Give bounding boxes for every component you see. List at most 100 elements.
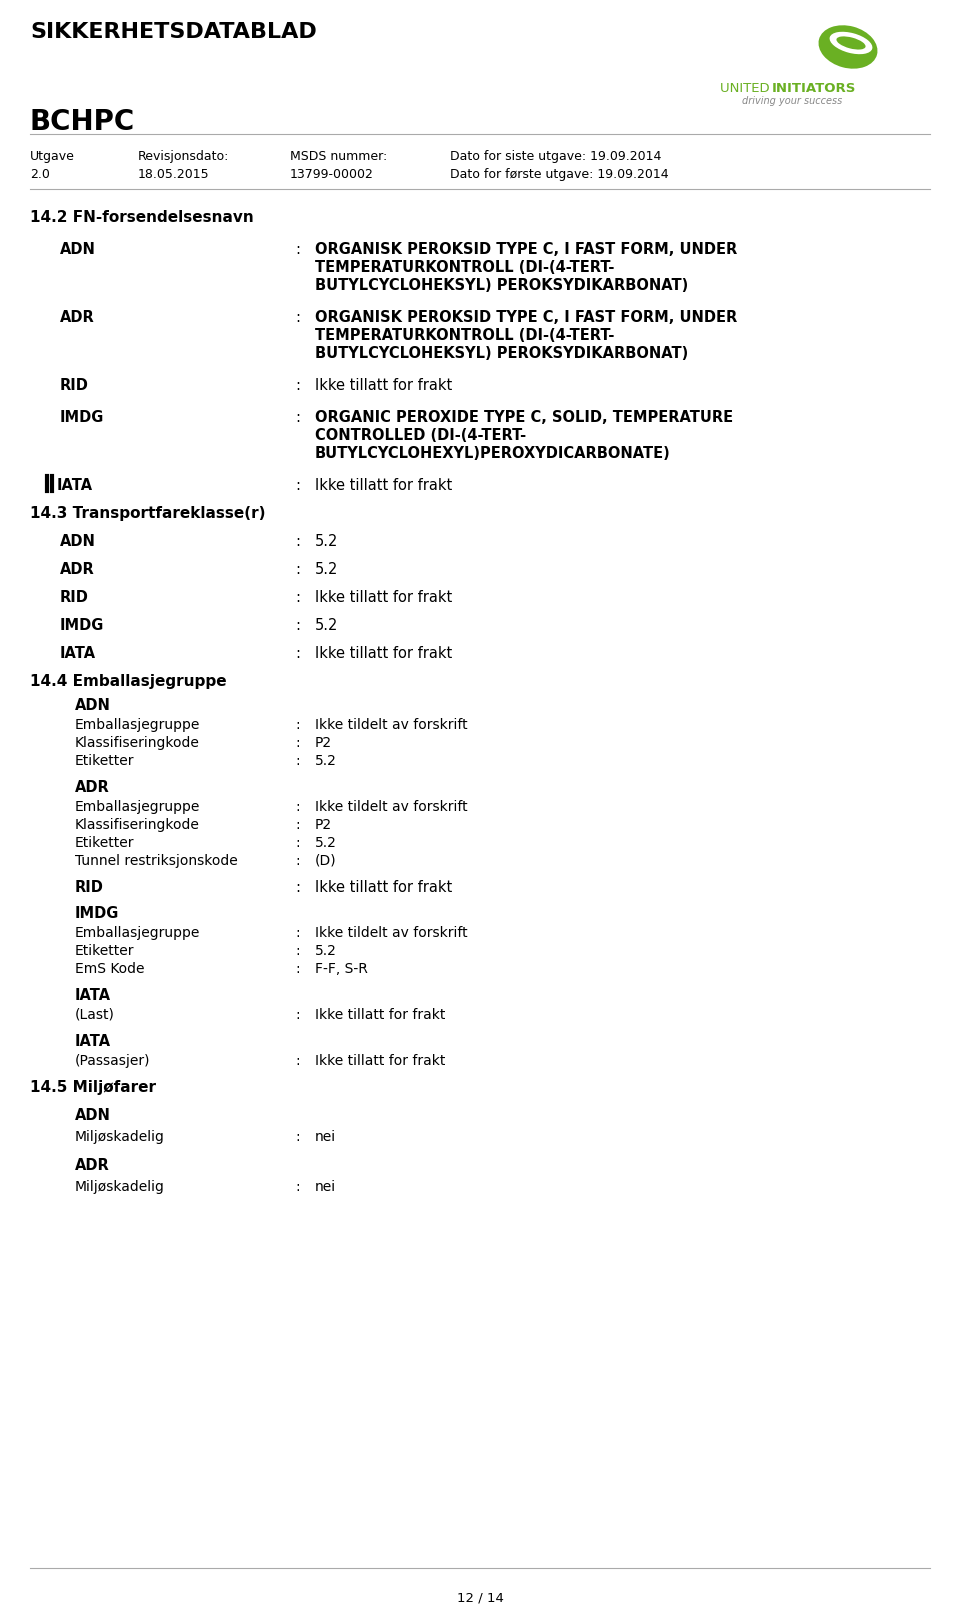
Text: BUTYLCYCLOHEKSYL) PEROKSYDIKARBONAT): BUTYLCYCLOHEKSYL) PEROKSYDIKARBONAT): [315, 346, 688, 360]
Text: IATA: IATA: [75, 1033, 111, 1048]
Text: :: :: [295, 1008, 300, 1020]
Text: 5.2: 5.2: [315, 617, 338, 632]
Text: :: :: [295, 241, 300, 257]
Text: 14.5 Miljøfarer: 14.5 Miljøfarer: [30, 1078, 156, 1094]
Ellipse shape: [829, 32, 873, 55]
Text: P2: P2: [315, 816, 332, 831]
Text: Ikke tillatt for frakt: Ikke tillatt for frakt: [315, 590, 452, 604]
Text: Emballasjegruppe: Emballasjegruppe: [75, 717, 201, 731]
Text: Utgave: Utgave: [30, 149, 75, 162]
Text: 14.3 Transportfareklasse(r): 14.3 Transportfareklasse(r): [30, 506, 266, 521]
Text: :: :: [295, 617, 300, 632]
Text: nei: nei: [315, 1128, 336, 1143]
Text: ADR: ADR: [75, 1157, 109, 1172]
Text: RID: RID: [60, 590, 89, 604]
Text: nei: nei: [315, 1180, 336, 1192]
Text: (Passasjer): (Passasjer): [75, 1053, 151, 1067]
Text: :: :: [295, 561, 300, 577]
Text: Revisjonsdato:: Revisjonsdato:: [138, 149, 229, 162]
Text: IMDG: IMDG: [75, 905, 119, 921]
Text: :: :: [295, 477, 300, 492]
Text: driving your success: driving your success: [742, 96, 842, 106]
Text: ADR: ADR: [75, 779, 109, 794]
Text: :: :: [295, 799, 300, 813]
Text: 5.2: 5.2: [315, 943, 337, 958]
Text: 5.2: 5.2: [315, 836, 337, 848]
Text: Ikke tildelt av forskrift: Ikke tildelt av forskrift: [315, 799, 468, 813]
Text: :: :: [295, 879, 300, 893]
Text: Ikke tillatt for frakt: Ikke tillatt for frakt: [315, 879, 452, 893]
Text: Emballasjegruppe: Emballasjegruppe: [75, 799, 201, 813]
Text: Miljøskadelig: Miljøskadelig: [75, 1128, 165, 1143]
Text: :: :: [295, 853, 300, 868]
Text: EmS Kode: EmS Kode: [75, 961, 145, 975]
Text: IATA: IATA: [60, 646, 96, 660]
Text: (Last): (Last): [75, 1008, 115, 1020]
Text: Emballasjegruppe: Emballasjegruppe: [75, 926, 201, 938]
Text: ADR: ADR: [60, 561, 95, 577]
Text: Klassifiseringkode: Klassifiseringkode: [75, 816, 200, 831]
Text: 5.2: 5.2: [315, 534, 338, 548]
Text: :: :: [295, 836, 300, 848]
Text: Tunnel restriksjonskode: Tunnel restriksjonskode: [75, 853, 238, 868]
Text: :: :: [295, 961, 300, 975]
Text: :: :: [295, 590, 300, 604]
Text: ADN: ADN: [60, 241, 96, 257]
Text: RID: RID: [75, 879, 104, 893]
Text: :: :: [295, 754, 300, 767]
Text: :: :: [295, 310, 300, 325]
Text: 14.2 FN-forsendelsesnavn: 14.2 FN-forsendelsesnavn: [30, 211, 253, 225]
Text: :: :: [295, 378, 300, 392]
Text: :: :: [295, 1053, 300, 1067]
Text: IMDG: IMDG: [60, 617, 105, 632]
Text: ORGANIC PEROXIDE TYPE C, SOLID, TEMPERATURE: ORGANIC PEROXIDE TYPE C, SOLID, TEMPERAT…: [315, 410, 733, 424]
Text: BUTYLCYCLOHEKSYL) PEROKSYDIKARBONAT): BUTYLCYCLOHEKSYL) PEROKSYDIKARBONAT): [315, 278, 688, 292]
Text: :: :: [295, 646, 300, 660]
Text: :: :: [295, 943, 300, 958]
Ellipse shape: [836, 37, 866, 50]
Text: BUTYLCYCLOHEXYL)PEROXYDICARBONATE): BUTYLCYCLOHEXYL)PEROXYDICARBONATE): [315, 445, 671, 461]
Text: :: :: [295, 736, 300, 749]
Text: TEMPERATURKONTROLL (DI-(4-TERT-: TEMPERATURKONTROLL (DI-(4-TERT-: [315, 260, 614, 275]
Text: Etiketter: Etiketter: [75, 754, 134, 767]
Text: ADN: ADN: [75, 697, 110, 712]
Text: 5.2: 5.2: [315, 561, 338, 577]
Text: Ikke tildelt av forskrift: Ikke tildelt av forskrift: [315, 926, 468, 938]
Text: :: :: [295, 1180, 300, 1192]
Text: IATA: IATA: [75, 987, 111, 1001]
Text: Ikke tillatt for frakt: Ikke tillatt for frakt: [315, 646, 452, 660]
Text: 13799-00002: 13799-00002: [290, 167, 373, 182]
Text: Ikke tildelt av forskrift: Ikke tildelt av forskrift: [315, 717, 468, 731]
Text: Ikke tillatt for frakt: Ikke tillatt for frakt: [315, 477, 452, 492]
Text: :: :: [295, 1128, 300, 1143]
Text: 18.05.2015: 18.05.2015: [138, 167, 209, 182]
Text: ORGANISK PEROKSID TYPE C, I FAST FORM, UNDER: ORGANISK PEROKSID TYPE C, I FAST FORM, U…: [315, 241, 737, 257]
Text: (D): (D): [315, 853, 337, 868]
Text: Ikke tillatt for frakt: Ikke tillatt for frakt: [315, 378, 452, 392]
Text: BCHPC: BCHPC: [30, 108, 135, 137]
Text: ADN: ADN: [60, 534, 96, 548]
Text: :: :: [295, 816, 300, 831]
Text: :: :: [295, 717, 300, 731]
Text: TEMPERATURKONTROLL (DI-(4-TERT-: TEMPERATURKONTROLL (DI-(4-TERT-: [315, 328, 614, 342]
Text: Miljøskadelig: Miljøskadelig: [75, 1180, 165, 1192]
Text: ADR: ADR: [60, 310, 95, 325]
Text: RID: RID: [60, 378, 89, 392]
Text: MSDS nummer:: MSDS nummer:: [290, 149, 387, 162]
Text: IATA: IATA: [57, 477, 93, 492]
Text: ADN: ADN: [75, 1107, 110, 1122]
Ellipse shape: [819, 26, 877, 69]
Text: 14.4 Emballasjegruppe: 14.4 Emballasjegruppe: [30, 673, 227, 688]
Text: 5.2: 5.2: [315, 754, 337, 767]
Text: Dato for siste utgave: 19.09.2014: Dato for siste utgave: 19.09.2014: [450, 149, 661, 162]
Text: F-F, S-R: F-F, S-R: [315, 961, 368, 975]
Text: :: :: [295, 410, 300, 424]
Text: :: :: [295, 926, 300, 938]
Text: 2.0: 2.0: [30, 167, 50, 182]
Text: SIKKERHETSDATABLAD: SIKKERHETSDATABLAD: [30, 22, 317, 42]
Text: ORGANISK PEROKSID TYPE C, I FAST FORM, UNDER: ORGANISK PEROKSID TYPE C, I FAST FORM, U…: [315, 310, 737, 325]
Text: Etiketter: Etiketter: [75, 943, 134, 958]
Text: Ikke tillatt for frakt: Ikke tillatt for frakt: [315, 1008, 445, 1020]
Text: CONTROLLED (DI-(4-TERT-: CONTROLLED (DI-(4-TERT-: [315, 427, 526, 442]
Text: Ikke tillatt for frakt: Ikke tillatt for frakt: [315, 1053, 445, 1067]
